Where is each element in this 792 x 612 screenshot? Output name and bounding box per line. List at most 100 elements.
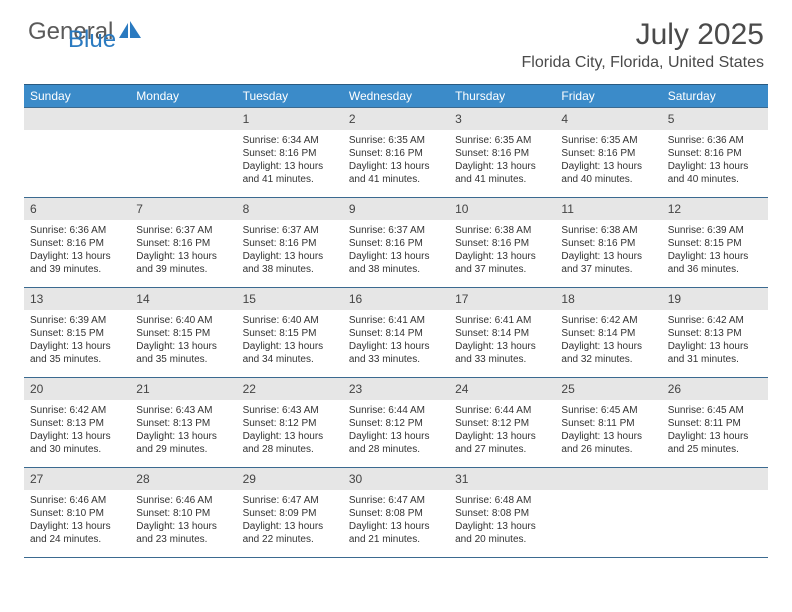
day-number-row-empty [130,108,236,130]
sunset-line: Sunset: 8:10 PM [30,507,124,520]
calendar-cell: 1 Sunrise: 6:34 AMSunset: 8:16 PMDaylight… [237,108,343,198]
dayhead-wednesday: Wednesday [343,85,449,108]
daylight-line: Daylight: 13 hours and 35 minutes. [136,340,230,366]
calendar-table: Sunday Monday Tuesday Wednesday Thursday… [24,84,768,558]
calendar-cell: 28Sunrise: 6:46 AMSunset: 8:10 PMDayligh… [130,468,236,558]
day-details: Sunrise: 6:43 AMSunset: 8:12 PMDaylight:… [237,400,343,460]
daylight-line: Daylight: 13 hours and 40 minutes. [668,160,762,186]
sunset-line: Sunset: 8:15 PM [136,327,230,340]
daylight-line: Daylight: 13 hours and 40 minutes. [561,160,655,186]
day-number-row: 15 [237,288,343,310]
day-details: Sunrise: 6:42 AMSunset: 8:14 PMDaylight:… [555,310,661,370]
calendar-cell: 2Sunrise: 6:35 AMSunset: 8:16 PMDaylight… [343,108,449,198]
daylight-line: Daylight: 13 hours and 38 minutes. [243,250,337,276]
day-details: Sunrise: 6:45 AMSunset: 8:11 PMDaylight:… [662,400,768,460]
sunset-line: Sunset: 8:14 PM [349,327,443,340]
daylight-line: Daylight: 13 hours and 30 minutes. [30,430,124,456]
day-number-row: 3 [449,108,555,130]
sunset-line: Sunset: 8:16 PM [30,237,124,250]
daylight-line: Daylight: 13 hours and 41 minutes. [243,160,337,186]
calendar-cell: 15Sunrise: 6:40 AMSunset: 8:15 PMDayligh… [237,288,343,378]
day-details: Sunrise: 6:44 AMSunset: 8:12 PMDaylight:… [449,400,555,460]
day-details: Sunrise: 6:38 AMSunset: 8:16 PMDaylight:… [555,220,661,280]
daylight-line: Daylight: 13 hours and 38 minutes. [349,250,443,276]
sunrise-line: Sunrise: 6:38 AM [455,224,549,237]
sunrise-line: Sunrise: 6:34 AM [243,134,337,147]
day-number-row: 17 [449,288,555,310]
day-number-row: 18 [555,288,661,310]
daylight-line: Daylight: 13 hours and 25 minutes. [668,430,762,456]
sunrise-line: Sunrise: 6:41 AM [455,314,549,327]
day-number: 22 [243,382,256,396]
day-details: Sunrise: 6:40 AMSunset: 8:15 PMDaylight:… [130,310,236,370]
day-number-row: 1 [237,108,343,130]
day-number: 1 [243,112,250,126]
sunrise-line: Sunrise: 6:46 AM [30,494,124,507]
sunset-line: Sunset: 8:11 PM [668,417,762,430]
sunrise-line: Sunrise: 6:35 AM [349,134,443,147]
calendar-week-row: 13Sunrise: 6:39 AMSunset: 8:15 PMDayligh… [24,288,768,378]
calendar-cell: 9Sunrise: 6:37 AMSunset: 8:16 PMDaylight… [343,198,449,288]
calendar-cell: 30 Sunrise: 6:47 AMSunset: 8:08 PMDayligh… [343,468,449,558]
sunset-line: Sunset: 8:14 PM [561,327,655,340]
calendar-cell: 20Sunrise: 6:42 AMSunset: 8:13 PMDayligh… [24,378,130,468]
calendar-cell: 10Sunrise: 6:38 AMSunset: 8:16 PMDayligh… [449,198,555,288]
day-details: Sunrise: 6:44 AMSunset: 8:12 PMDaylight:… [343,400,449,460]
daylight-line: Daylight: 13 hours and 31 minutes. [668,340,762,366]
day-details: Sunrise: 6:39 AMSunset: 8:15 PMDaylight:… [662,220,768,280]
day-number-row: 19 [662,288,768,310]
day-number-row: 28 [130,468,236,490]
sunrise-line: Sunrise: 6:36 AM [30,224,124,237]
day-details: Sunrise: 6:48 AMSunset: 8:08 PMDaylight:… [449,490,555,550]
calendar-cell: 11Sunrise: 6:38 AMSunset: 8:16 PMDayligh… [555,198,661,288]
sunset-line: Sunset: 8:15 PM [30,327,124,340]
day-number-row-empty [555,468,661,490]
day-number: 17 [455,292,468,306]
day-number-row: 21 [130,378,236,400]
day-number-row: 10 [449,198,555,220]
sunrise-line: Sunrise: 6:37 AM [136,224,230,237]
calendar-cell: 17 Sunrise: 6:41 AMSunset: 8:14 PMDayligh… [449,288,555,378]
calendar-cell: 4Sunrise: 6:35 AMSunset: 8:16 PMDaylight… [555,108,661,198]
day-details: Sunrise: 6:41 AMSunset: 8:14 PMDaylight:… [449,310,555,370]
calendar-cell: 23 Sunrise: 6:44 AMSunset: 8:12 PMDayligh… [343,378,449,468]
sunset-line: Sunset: 8:16 PM [243,237,337,250]
sunrise-line: Sunrise: 6:35 AM [561,134,655,147]
sunset-line: Sunset: 8:13 PM [136,417,230,430]
day-details: Sunrise: 6:38 AMSunset: 8:16 PMDaylight:… [449,220,555,280]
day-details: Sunrise: 6:41 AMSunset: 8:14 PMDaylight:… [343,310,449,370]
location-label: Florida City, Florida, United States [522,54,764,72]
day-details: Sunrise: 6:47 AMSunset: 8:08 PMDaylight:… [343,490,449,550]
sunrise-line: Sunrise: 6:36 AM [668,134,762,147]
sunset-line: Sunset: 8:16 PM [243,147,337,160]
day-number: 12 [668,202,681,216]
day-number: 30 [349,472,362,486]
calendar-cell: 14Sunrise: 6:40 AMSunset: 8:15 PMDayligh… [130,288,236,378]
calendar-cell: 22 Sunrise: 6:43 AMSunset: 8:12 PMDayligh… [237,378,343,468]
day-number-row: 9 [343,198,449,220]
day-number: 31 [455,472,468,486]
sunrise-line: Sunrise: 6:48 AM [455,494,549,507]
day-details: Sunrise: 6:34 AMSunset: 8:16 PMDaylight:… [237,130,343,190]
day-number-row: 8 [237,198,343,220]
sunset-line: Sunset: 8:16 PM [349,147,443,160]
sunset-line: Sunset: 8:16 PM [136,237,230,250]
day-number-row: 13 [24,288,130,310]
day-number-row: 2 [343,108,449,130]
sunset-line: Sunset: 8:16 PM [561,147,655,160]
day-number: 27 [30,472,43,486]
sunrise-line: Sunrise: 6:42 AM [30,404,124,417]
sunset-line: Sunset: 8:15 PM [243,327,337,340]
daylight-line: Daylight: 13 hours and 26 minutes. [561,430,655,456]
sunrise-line: Sunrise: 6:44 AM [455,404,549,417]
calendar-cell: 21Sunrise: 6:43 AMSunset: 8:13 PMDayligh… [130,378,236,468]
calendar-cell: 18 Sunrise: 6:42 AMSunset: 8:14 PMDayligh… [555,288,661,378]
daylight-line: Daylight: 13 hours and 39 minutes. [30,250,124,276]
calendar-header-row: Sunday Monday Tuesday Wednesday Thursday… [24,85,768,108]
day-number: 23 [349,382,362,396]
calendar-cell: 24Sunrise: 6:44 AMSunset: 8:12 PMDayligh… [449,378,555,468]
logo-text-blue: Blue [68,26,116,53]
day-number: 18 [561,292,574,306]
day-number-row: 11 [555,198,661,220]
day-details: Sunrise: 6:37 AMSunset: 8:16 PMDaylight:… [237,220,343,280]
